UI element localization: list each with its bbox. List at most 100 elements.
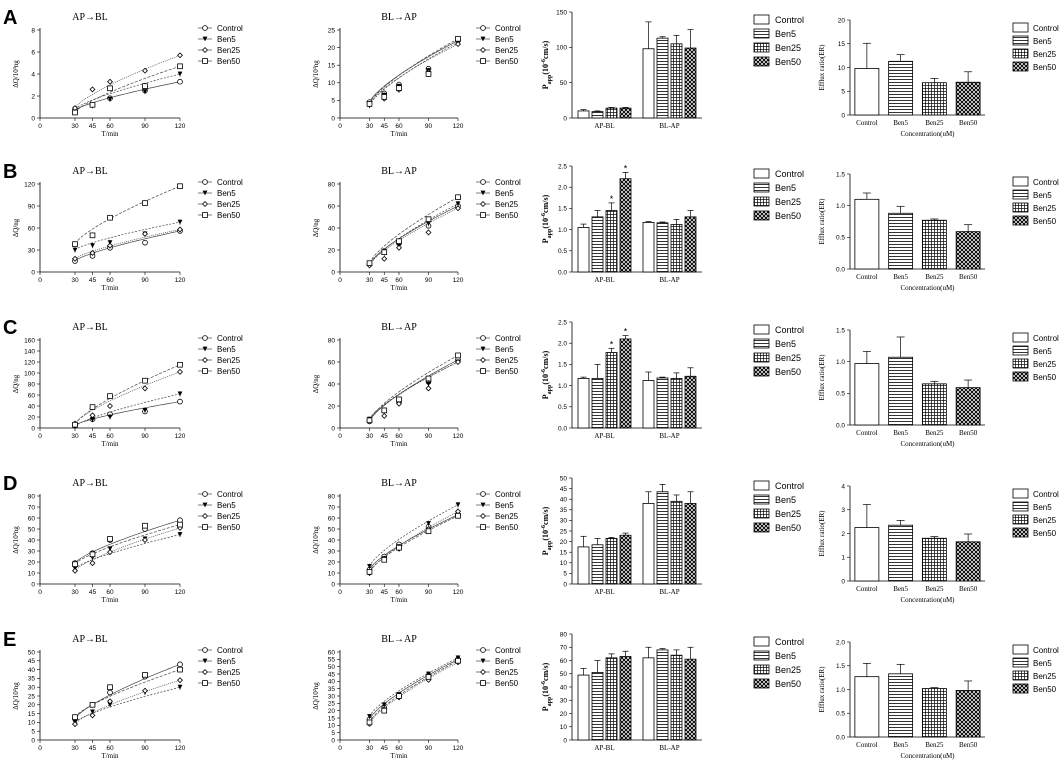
series-Ben25	[366, 359, 461, 424]
bar	[619, 534, 632, 585]
x-axis-label: Concentration(uM)	[900, 284, 955, 292]
data-point	[107, 242, 113, 249]
legend-marker	[480, 513, 486, 519]
y-axis-label: ΔQ/ng	[312, 218, 320, 237]
data-point	[89, 86, 96, 93]
y-tick-label: 20	[28, 414, 36, 421]
legend-swatch	[1012, 61, 1029, 72]
legend-swatch	[1012, 683, 1029, 694]
legend-marker	[480, 524, 486, 530]
data-point	[455, 36, 461, 42]
legend-label: Control	[775, 169, 804, 179]
bar	[656, 377, 669, 429]
bar	[888, 673, 914, 738]
y-tick-label: 40	[28, 403, 36, 410]
y-tick-label: 40	[28, 537, 36, 544]
series-Control	[72, 661, 183, 722]
data-point	[107, 536, 113, 542]
y-tick-label: 1	[841, 555, 845, 562]
legend-label: Ben50	[217, 679, 241, 688]
legend-swatch	[753, 14, 770, 25]
legend-swatch	[1012, 670, 1029, 681]
y-axis-label: ΔQ/ng	[12, 218, 20, 237]
x-tick-label: Ben5	[893, 119, 908, 127]
data-point	[455, 359, 461, 365]
legend-swatch	[1012, 527, 1029, 538]
data-point	[142, 89, 148, 94]
data-point	[177, 521, 183, 528]
data-point	[366, 569, 373, 575]
series-Ben5	[367, 502, 461, 570]
y-tick-label: 90	[28, 203, 36, 210]
legend-label: Ben50	[1033, 63, 1057, 72]
chart-title: AP→BL	[72, 166, 108, 177]
data-point	[381, 702, 387, 708]
x-tick-label: 0	[338, 433, 342, 440]
data-point	[90, 709, 95, 715]
y-tick-label: 0.5	[836, 391, 845, 398]
y-tick-label: 20	[328, 708, 336, 715]
series-line	[74, 65, 181, 113]
x-tick-label: 30	[71, 123, 79, 130]
y-tick-label: 0	[31, 115, 35, 122]
data-point	[142, 67, 148, 74]
y-tick-label: 1.0	[558, 383, 567, 390]
data-point	[90, 417, 95, 423]
chart-title: AP→BL	[72, 478, 108, 489]
bar	[642, 657, 655, 741]
legend-label: Control	[775, 325, 804, 335]
legend-marker	[202, 524, 208, 530]
x-axis-label: T/min	[101, 752, 119, 760]
y-axis-label-end: cm/s)	[541, 194, 550, 213]
x-tick-label: Ben5	[893, 741, 908, 749]
chart-title: BL→AP	[381, 478, 417, 489]
legend-swatch	[1012, 501, 1029, 512]
legend-label: Ben25	[495, 46, 519, 55]
y-tick-label: 50	[560, 80, 568, 87]
y-tick-label: 2.0	[558, 185, 567, 192]
x-tick-label: Ben25	[925, 429, 944, 437]
data-point	[177, 52, 183, 59]
legend-marker	[202, 346, 208, 352]
data-point	[177, 368, 183, 375]
legend-label: Ben50	[1033, 685, 1057, 694]
y-tick-label: 80	[28, 381, 36, 388]
legend-label: Ben5	[217, 189, 236, 198]
y-tick-label: 20	[328, 247, 336, 254]
C-AP-BL-chart: AP→BL 0 20 40 60 80 100 120 140 160 0 30 45 60 90 120 T/…	[12, 322, 243, 448]
y-tick-label: 20	[328, 403, 336, 410]
legend-marker	[480, 647, 486, 653]
y-tick-label: 40	[328, 225, 336, 232]
data-point	[89, 232, 96, 239]
y-tick-label: 60	[328, 359, 336, 366]
x-tick-label: Control	[856, 119, 877, 127]
y-tick-label: 15	[328, 63, 336, 70]
y-tick-label: 15	[838, 41, 846, 48]
x-tick-label: 45	[381, 277, 389, 284]
data-point	[177, 677, 183, 684]
chart-title: BL→AP	[381, 166, 417, 177]
x-tick-label: 45	[89, 277, 97, 284]
data-point	[455, 205, 461, 212]
y-tick-label: 1.5	[836, 663, 845, 670]
legend-marker	[480, 58, 486, 64]
series-Control	[366, 203, 461, 268]
y-tick-label: 30	[328, 693, 336, 700]
significance-star: *	[624, 163, 628, 173]
x-tick-label: 90	[425, 277, 433, 284]
x-axis-label: T/min	[101, 440, 119, 448]
bar	[684, 47, 697, 119]
x-tick-label: 30	[71, 745, 79, 752]
y-tick-label: 0	[331, 115, 335, 122]
data-point	[72, 567, 78, 574]
legend-marker	[480, 368, 486, 374]
legend-marker	[202, 335, 208, 341]
x-tick-label: 60	[395, 745, 403, 752]
legend-label: Control	[1033, 178, 1059, 187]
legend-label: Ben25	[1033, 360, 1057, 369]
bar	[605, 538, 618, 585]
y-axis-label: ΔQ/10²ng	[12, 526, 20, 554]
series-Ben50	[72, 63, 183, 116]
series-Ben25	[72, 368, 183, 427]
